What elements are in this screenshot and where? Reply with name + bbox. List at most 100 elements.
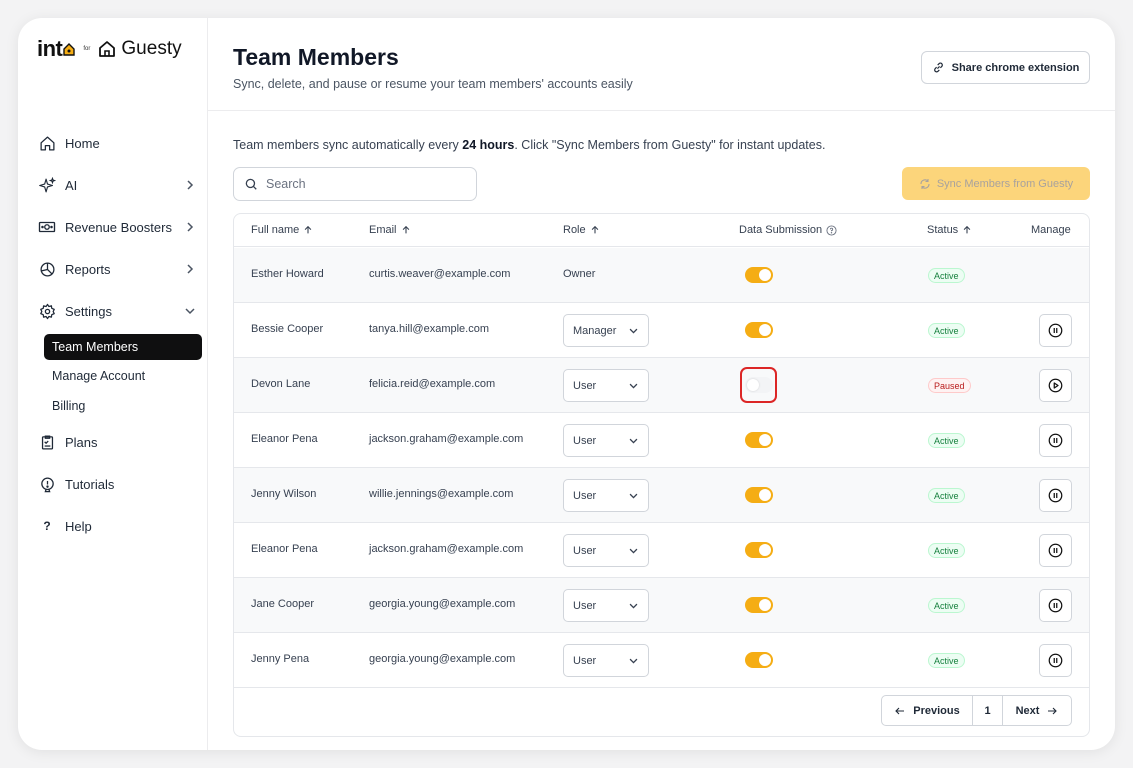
app-window: int for Guesty Home AI [18,18,1115,750]
table-row: Eleanor Pena jackson.graham@example.com Us… [234,523,1089,578]
sidebar-subitem-team-members[interactable]: Team Members [44,334,202,360]
pause-icon [1048,653,1063,668]
chevron-down-icon [629,548,638,554]
share-chrome-extension-button[interactable]: Share chrome extension [921,51,1090,84]
sidebar-item-label: Revenue Boosters [65,219,172,235]
role-select[interactable]: User [563,589,649,622]
sidebar-item-home[interactable]: Home [38,122,198,164]
chevron-down-icon [629,493,638,499]
into-house-icon [63,43,76,56]
previous-page-button[interactable]: Previous [882,696,973,725]
table-row: Jane Cooper georgia.young@example.com User… [234,578,1089,633]
role-select-value: User [573,379,597,392]
data-submission-toggle[interactable] [745,487,773,503]
home-icon [38,134,56,152]
table-header: Full name Email Role Data Submission Sta… [234,214,1089,247]
chevron-right-icon [187,180,194,190]
data-submission-toggle[interactable] [745,542,773,558]
sidebar-item-label: AI [65,177,78,193]
column-header-role[interactable]: Role [563,224,600,236]
pause-button[interactable] [1039,424,1072,457]
cell-email: willie.jennings@example.com [369,488,514,500]
sidebar-item-plans[interactable]: Plans [38,421,198,463]
column-header-email[interactable]: Email [369,224,411,236]
sidebar-item-label: Settings [65,303,112,319]
guesty-logo-text: Guesty [121,38,182,59]
pause-button[interactable] [1039,589,1072,622]
sidebar-item-reports[interactable]: Reports [38,248,198,290]
table-row: Devon Lane felicia.reid@example.com User Pa… [234,358,1089,413]
settings-subnav: Team Members Manage Account Billing [44,334,202,420]
column-header-full-name[interactable]: Full name [251,224,313,236]
role-select[interactable]: User [563,479,649,512]
page-subtitle: Sync, delete, and pause or resume your t… [233,77,633,91]
cell-email: tanya.hill@example.com [369,323,489,335]
role-select[interactable]: User [563,369,649,402]
column-header-label: Full name [251,224,300,236]
pause-button[interactable] [1039,479,1072,512]
sync-info-text: Team members sync automatically every 24… [233,138,825,152]
role-select[interactable]: Manager [563,314,649,347]
cell-full-name: Devon Lane [251,378,311,390]
pause-icon [1048,323,1063,338]
sidebar-subitem-manage-account[interactable]: Manage Account [52,368,146,383]
pause-button[interactable] [1039,314,1072,347]
into-logo: int [37,36,76,62]
data-submission-toggle[interactable] [745,322,773,338]
resume-button[interactable] [1039,369,1072,402]
role-select[interactable]: User [563,424,649,457]
link-icon [933,62,943,73]
sidebar-item-help[interactable]: ? Help [38,505,198,547]
pause-button[interactable] [1039,644,1072,677]
chevron-right-icon [187,264,194,274]
cell-email: curtis.weaver@example.com [369,268,511,280]
sidebar-item-ai[interactable]: AI [38,164,198,206]
sidebar-item-label: Plans [65,434,98,450]
cell-full-name: Eleanor Pena [251,543,318,555]
sync-members-button[interactable]: Sync Members from Guesty [902,167,1090,200]
status-badge: Active [928,268,965,283]
chevron-down-icon [629,603,638,609]
sidebar-nav: Home AI Revenue Boosters Repo [38,122,202,547]
search-input[interactable] [266,177,466,191]
data-submission-toggle[interactable] [745,432,773,448]
page-title: Team Members [233,44,399,70]
info-prefix: Team members sync automatically every [233,138,463,152]
data-submission-toggle[interactable] [745,652,773,668]
sidebar-item-settings[interactable]: Settings [38,290,198,332]
sidebar-subitem-billing[interactable]: Billing [52,398,86,413]
data-submission-toggle[interactable] [745,267,773,283]
next-page-button[interactable]: Next [1003,696,1071,725]
search-box[interactable] [233,167,477,201]
brand-logo[interactable]: int for Guesty [37,36,182,62]
chevron-right-icon [187,222,194,232]
sidebar-item-revenue-boosters[interactable]: Revenue Boosters [38,206,198,248]
cell-email: felicia.reid@example.com [369,378,496,390]
guesty-logo: Guesty [97,38,182,60]
page-number-button[interactable]: 1 [973,696,1003,725]
cell-email: jackson.graham@example.com [369,543,524,555]
sync-button-label: Sync Members from Guesty [936,177,1074,190]
pie-chart-icon [38,260,56,278]
column-header-label: Email [369,224,397,236]
status-badge: Active [928,543,965,558]
sidebar-item-tutorials[interactable]: Tutorials [38,463,198,505]
pause-icon [1048,488,1063,503]
chevron-down-icon [629,438,638,444]
chevron-down-icon [629,658,638,664]
role-select[interactable]: User [563,644,649,677]
data-submission-toggle[interactable] [745,377,773,393]
pagination: Previous 1 Next [881,695,1072,726]
pause-button[interactable] [1039,534,1072,567]
guesty-house-icon [99,41,116,57]
data-submission-toggle[interactable] [745,597,773,613]
role-select[interactable]: User [563,534,649,567]
column-header-data-submission: Data Submission [739,224,837,236]
column-header-label: Role [563,224,586,236]
cell-full-name: Jane Cooper [251,598,314,610]
cell-full-name: Jenny Pena [251,653,310,665]
column-header-status[interactable]: Status [927,224,972,236]
help-circle-icon[interactable] [826,224,837,236]
cell-email: jackson.graham@example.com [369,433,524,445]
column-header-label: Manage [1031,224,1071,236]
